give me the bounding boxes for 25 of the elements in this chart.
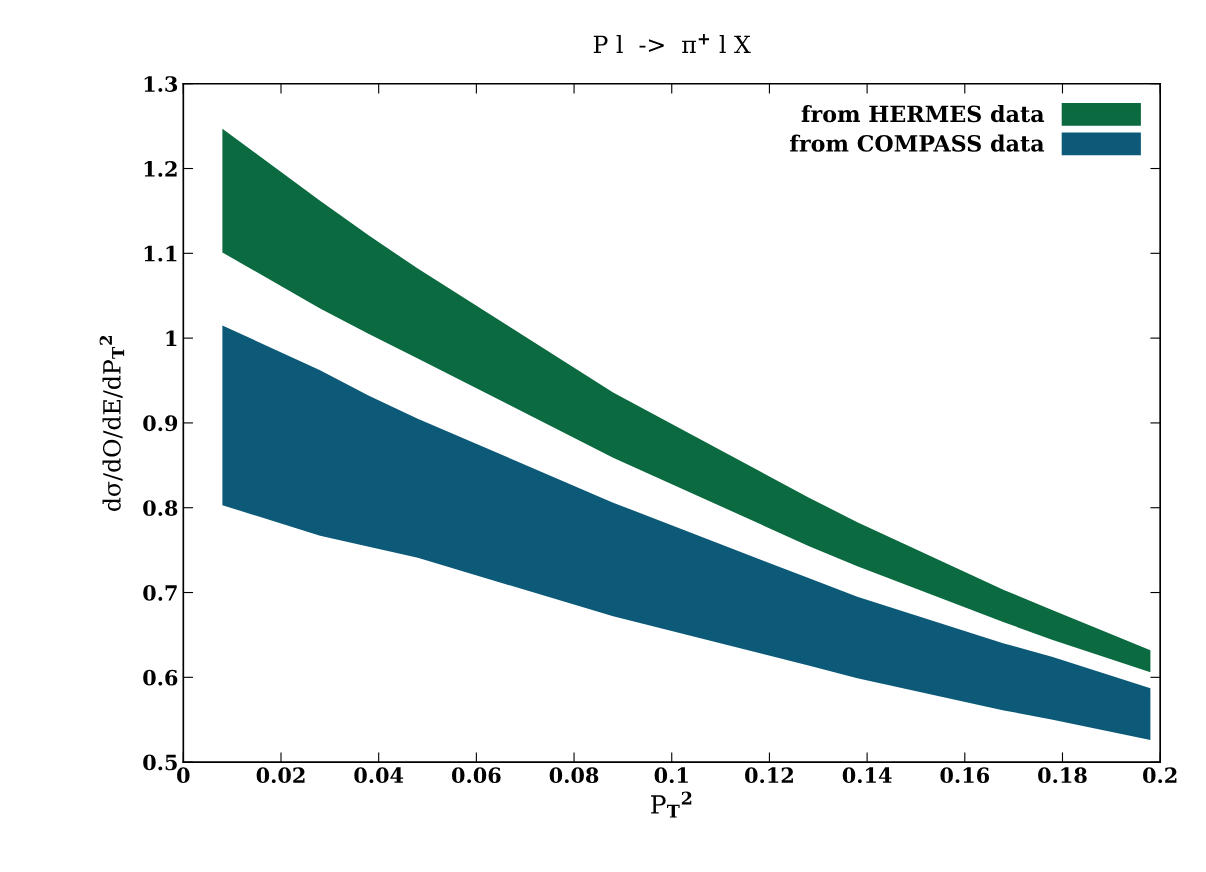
chart-title: P l -> π$^{+}$ l X: [593, 34, 751, 53]
y-tick-label: 0.9: [143, 415, 178, 432]
y-axis-title: dσ/dO/dE/dP$_{T}$$^{2}$: [99, 335, 125, 511]
y-tick-label: 1.3: [144, 76, 178, 92]
y-tick-label: 1.2: [144, 160, 177, 177]
x-tick-label: 0.06: [451, 767, 501, 784]
x-tick-label: 0.18: [1038, 767, 1087, 784]
x-axis-title: P$_{T}$$^{2}$: [651, 791, 692, 818]
y-tick-label: 1.1: [144, 245, 177, 262]
x-tick-label: 0.12: [745, 767, 793, 784]
x-tick-label: 0.04: [354, 767, 404, 784]
y-tick-label: 1: [166, 330, 177, 347]
y-tick-label: 0.8: [143, 500, 178, 516]
x-tick-label: 0.2: [1143, 767, 1177, 784]
x-tick-label: 0.14: [842, 767, 892, 784]
y-tick-label: 0.5: [143, 754, 177, 771]
legend-label: from COMPASS data: [790, 134, 1045, 152]
x-tick-label: 0: [177, 767, 190, 784]
x-tick-label: 0.16: [940, 767, 990, 784]
y-tick-label: 0.6: [143, 669, 178, 686]
legend-label: from HERMES data: [801, 105, 1045, 123]
x-tick-label: 0.1: [654, 767, 688, 784]
x-tick-label: 0.08: [549, 767, 599, 784]
x-tick-label: 0.02: [256, 767, 305, 784]
y-tick-label: 0.7: [143, 584, 177, 601]
